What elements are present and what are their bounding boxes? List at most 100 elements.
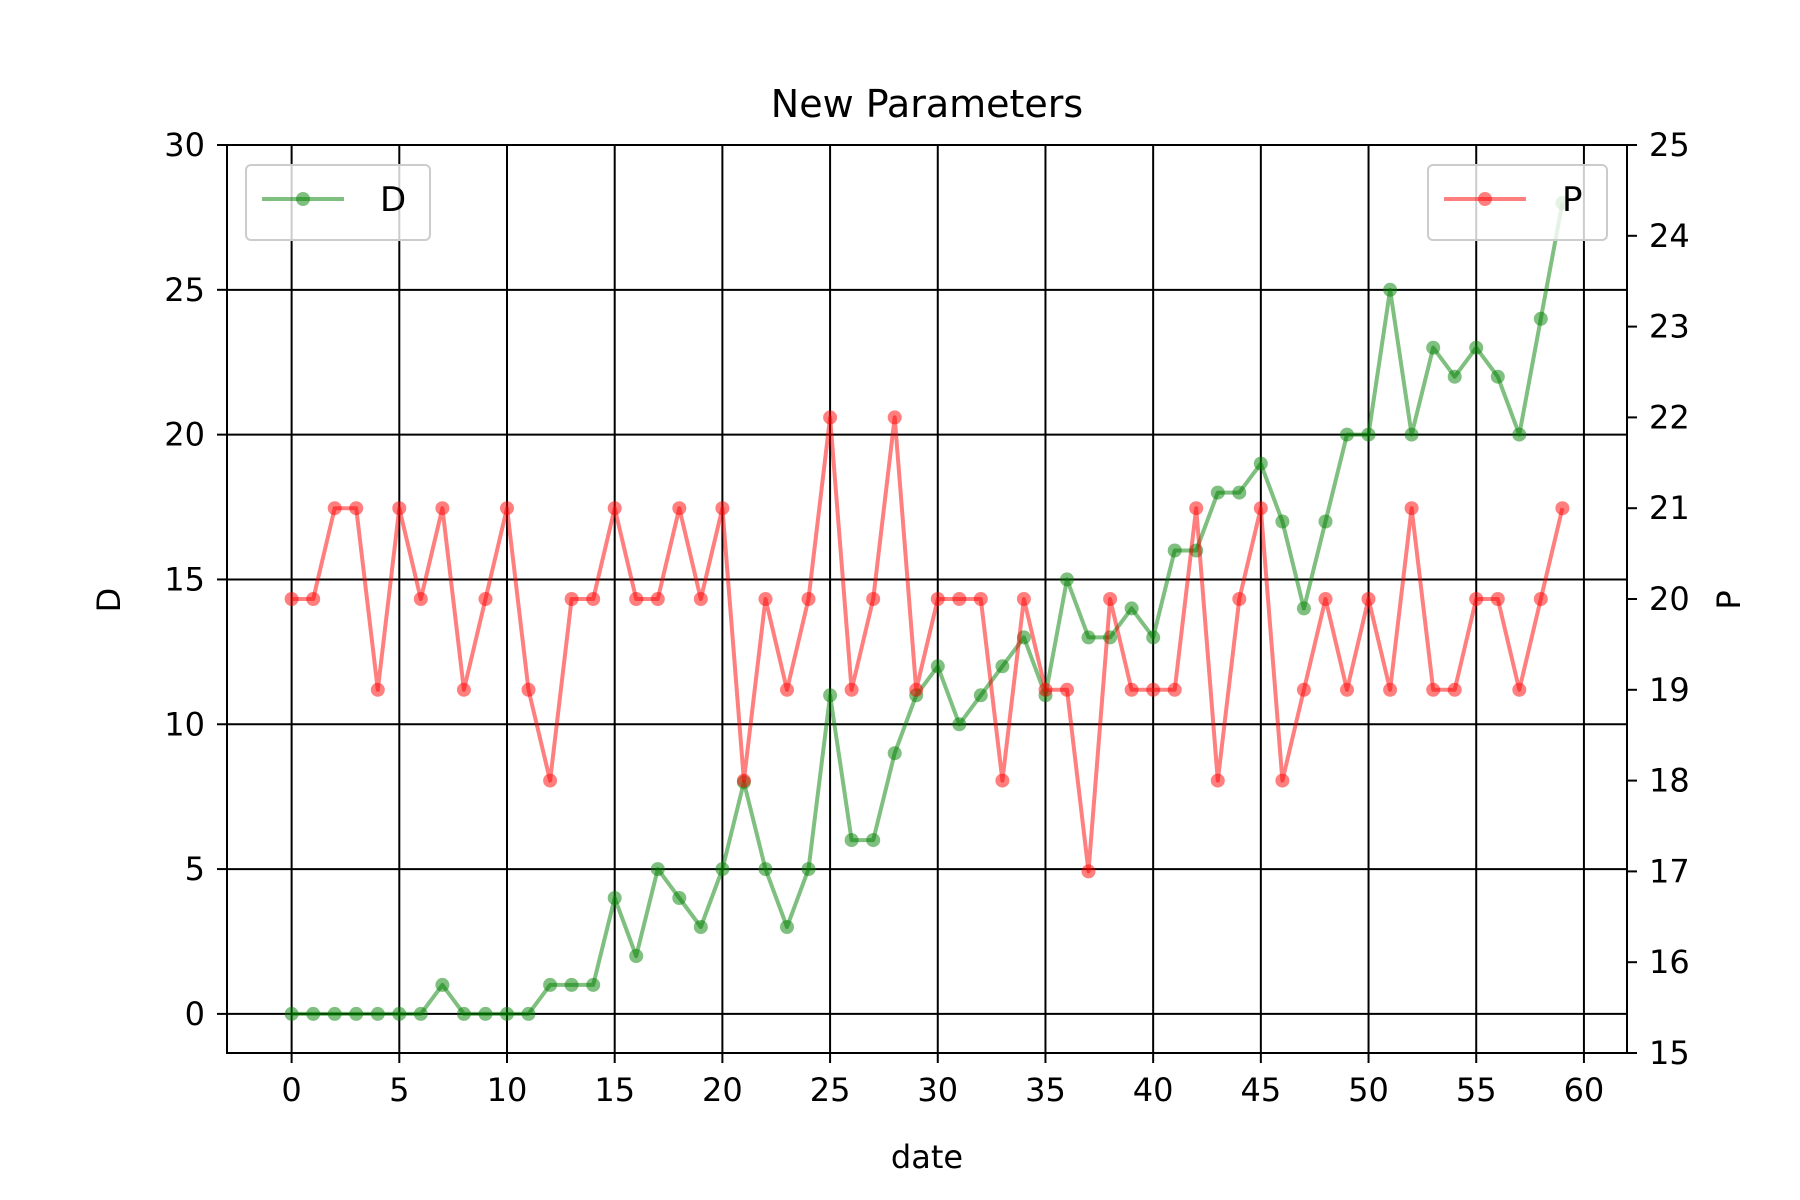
point-P-31: [952, 592, 967, 606]
point-D-0: [284, 1006, 299, 1021]
point-D-15: [607, 891, 622, 905]
x-tick-label-12: 60: [1564, 1071, 1605, 1109]
y-left-tick-label-4: 20: [164, 416, 205, 454]
point-D-46: [1275, 514, 1290, 529]
point-P-44: [1232, 592, 1247, 606]
point-D-25: [823, 688, 838, 703]
point-D-49: [1340, 427, 1354, 442]
point-P-19: [693, 592, 708, 606]
point-D-1: [306, 1006, 321, 1021]
x-tick-label-3: 15: [594, 1071, 635, 1109]
x-tick-label-0: 0: [281, 1071, 301, 1109]
point-P-32: [973, 592, 988, 606]
y-right-tick-label-5: 20: [1649, 580, 1690, 618]
point-P-20: [715, 501, 730, 516]
legend-d-label: D: [380, 180, 406, 220]
point-P-17: [650, 592, 665, 606]
point-D-51: [1383, 282, 1398, 297]
y-left-tick-label-3: 15: [164, 560, 205, 598]
legend-d-marker: [296, 192, 310, 206]
point-P-23: [780, 682, 794, 697]
point-D-6: [413, 1006, 428, 1021]
y-left-tick-label-0: 0: [185, 995, 205, 1033]
y-right-tick-label-6: 21: [1649, 489, 1690, 527]
point-D-52: [1404, 427, 1419, 442]
point-P-22: [758, 592, 773, 606]
point-P-5: [392, 501, 407, 516]
point-D-28: [887, 746, 902, 761]
x-tick-label-7: 35: [1025, 1071, 1066, 1109]
point-P-10: [500, 501, 514, 516]
point-P-4: [370, 682, 385, 697]
legend-d: D: [245, 164, 431, 241]
y-right-tick-label-7: 22: [1649, 398, 1690, 436]
point-D-43: [1210, 485, 1225, 500]
point-D-2: [327, 1006, 342, 1021]
point-P-35: [1038, 682, 1053, 697]
point-P-51: [1383, 682, 1398, 697]
point-D-33: [995, 659, 1010, 674]
point-P-38: [1103, 592, 1118, 606]
point-D-44: [1232, 485, 1247, 500]
y-left-tick-label-5: 25: [164, 271, 205, 309]
point-D-48: [1318, 514, 1333, 529]
y-right-tick-label-8: 23: [1649, 308, 1690, 346]
y-right-tick-label-9: 24: [1649, 217, 1690, 255]
point-P-48: [1318, 592, 1333, 606]
series-layer: [284, 195, 1570, 1021]
point-P-14: [586, 592, 601, 606]
legend-p-marker: [1478, 192, 1492, 206]
point-D-13: [564, 977, 579, 992]
point-P-15: [607, 501, 622, 516]
y-right-tick-label-3: 18: [1649, 762, 1690, 800]
point-D-58: [1533, 311, 1548, 326]
point-P-34: [1016, 592, 1031, 606]
chart-title: New Parameters: [771, 82, 1083, 126]
y-left-tick-label-2: 10: [164, 705, 205, 743]
point-P-50: [1361, 592, 1376, 606]
point-P-57: [1512, 682, 1527, 697]
legend-p: P: [1427, 164, 1608, 241]
x-tick-label-9: 45: [1240, 1071, 1281, 1109]
point-D-12: [543, 977, 558, 992]
point-D-45: [1253, 456, 1268, 471]
y-right-tick-label-2: 17: [1649, 852, 1690, 890]
plot-frame: [226, 144, 1628, 1054]
point-P-41: [1167, 682, 1182, 697]
point-P-9: [478, 592, 493, 606]
point-D-3: [349, 1006, 364, 1021]
point-D-8: [456, 1006, 471, 1021]
x-tick-label-6: 30: [917, 1071, 958, 1109]
point-D-56: [1490, 369, 1505, 384]
point-P-21: [736, 773, 751, 788]
y-axis-label-right: P: [1710, 590, 1748, 609]
point-D-53: [1426, 340, 1441, 355]
point-D-27: [866, 833, 881, 848]
point-P-45: [1253, 501, 1268, 516]
point-P-52: [1404, 501, 1419, 516]
point-D-10: [500, 1006, 514, 1021]
y-left-tick-label-6: 30: [164, 126, 205, 164]
point-D-17: [650, 862, 665, 877]
point-D-7: [435, 977, 450, 992]
point-P-49: [1340, 682, 1354, 697]
x-tick-label-4: 20: [702, 1071, 743, 1109]
y-left-tick-label-1: 5: [185, 850, 205, 888]
point-D-37: [1081, 630, 1096, 645]
point-P-18: [672, 501, 687, 516]
point-P-7: [435, 501, 450, 516]
legend-p-label: P: [1562, 180, 1583, 220]
point-D-47: [1296, 601, 1311, 616]
point-P-53: [1426, 682, 1441, 697]
point-D-16: [629, 949, 644, 963]
point-P-11: [521, 682, 536, 697]
point-P-43: [1210, 773, 1225, 788]
point-D-26: [844, 833, 859, 848]
point-D-32: [973, 688, 988, 703]
point-D-20: [715, 862, 730, 877]
point-P-37: [1081, 864, 1096, 879]
point-D-4: [370, 1006, 385, 1021]
point-P-1: [306, 592, 321, 606]
y-right-tick-label-4: 19: [1649, 671, 1690, 709]
